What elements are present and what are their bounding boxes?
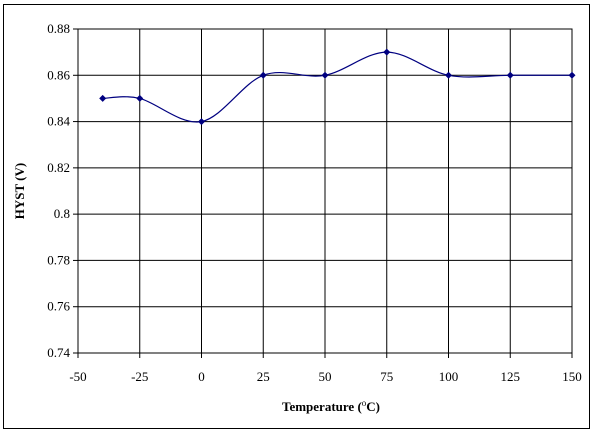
data-point-marker <box>198 118 205 126</box>
x-tick-label: -25 <box>131 369 148 384</box>
data-point-marker <box>445 71 452 79</box>
y-tick-label: 0.76 <box>47 299 70 314</box>
data-point-marker <box>506 71 514 79</box>
data-point-marker <box>568 71 576 79</box>
x-tick-label: -50 <box>69 369 86 384</box>
x-tick-label: 75 <box>380 369 393 384</box>
data-point-marker <box>136 94 144 102</box>
x-tick-label: 100 <box>439 369 459 384</box>
x-axis-title: Temperature (oC) <box>282 398 380 414</box>
y-tick-label: 0.78 <box>47 252 70 267</box>
y-tick-label: 0.82 <box>47 160 70 175</box>
y-tick-label: 0.84 <box>47 114 70 129</box>
plot-area-border <box>77 28 573 354</box>
data-point-marker <box>321 71 329 79</box>
y-axis-title: HYST (V) <box>12 163 27 219</box>
x-tick-label: 50 <box>319 369 332 384</box>
x-tick-label: 150 <box>562 369 582 384</box>
data-series <box>99 48 576 126</box>
y-tick-label: 0.88 <box>47 21 70 36</box>
x-tick-label: 25 <box>257 369 270 384</box>
y-tick-label: 0.8 <box>54 206 70 221</box>
axes <box>73 28 573 358</box>
series-line <box>102 51 572 123</box>
y-tick-label: 0.74 <box>47 345 70 360</box>
data-point-marker <box>99 94 107 102</box>
x-tick-label: 0 <box>198 369 205 384</box>
tick-labels: 0.74 0.76 0.78 0.8 0.82 0.84 0.86 0.88 -50 -25 0 25… <box>47 21 582 384</box>
data-point-marker <box>383 48 391 56</box>
y-tick-label: 0.86 <box>47 67 70 82</box>
data-point-marker <box>259 71 267 79</box>
x-tick-label: 125 <box>501 369 521 384</box>
